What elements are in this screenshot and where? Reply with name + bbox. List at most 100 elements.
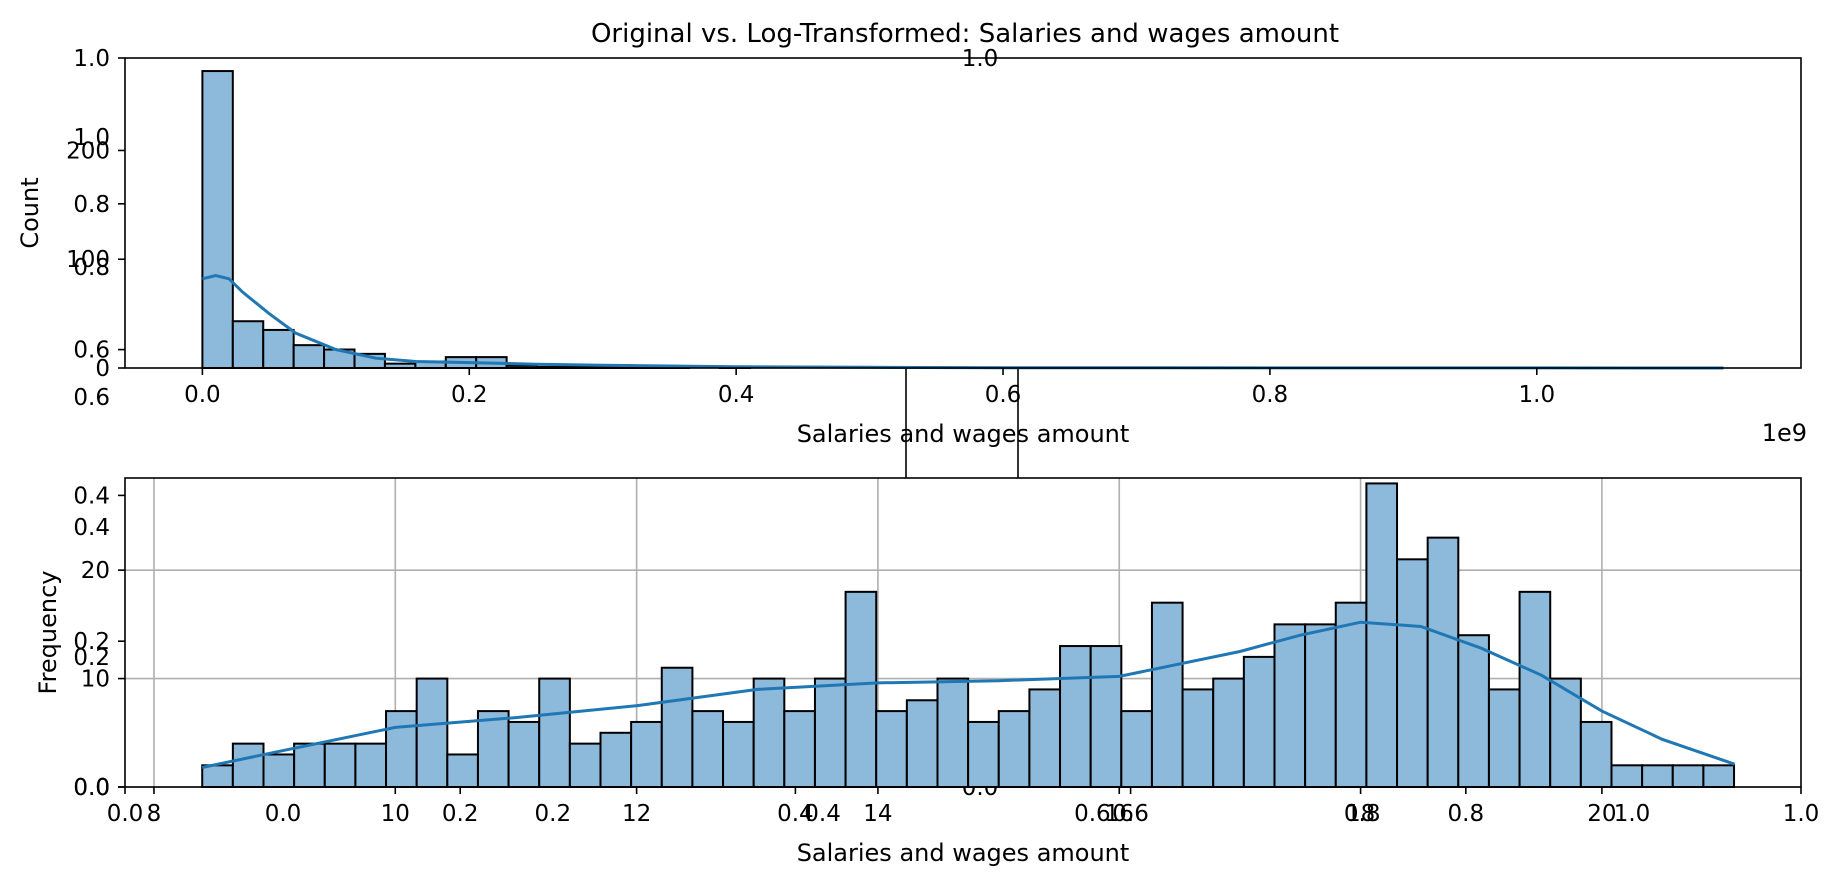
histogram-bar	[1518, 590, 1552, 788]
x-tick-label: 10	[381, 801, 410, 827]
overlay-top-center-label: 1.0	[962, 46, 999, 72]
histogram-bar	[1396, 558, 1429, 788]
overlay-middle-left-tick-label: 1.0	[73, 125, 110, 151]
histogram-bar	[1671, 764, 1705, 789]
x-tick-label: 0.8	[1252, 382, 1289, 408]
overlay-middle-left-tick-label: 0.0	[73, 775, 110, 801]
histogram-bar	[262, 753, 296, 789]
overlay-middle-bottom-tick-label: 1.0	[1614, 801, 1651, 827]
overlay-left-tick-label: 0.8	[73, 192, 110, 218]
histogram-bar	[385, 710, 418, 789]
histogram-bar	[1426, 536, 1460, 789]
overlay-middle-bottom-tick-label: 0.8	[1344, 801, 1381, 827]
overlay-left-tick-label: 1.0	[73, 46, 110, 72]
overlay-left-tick-label: 0.0	[73, 775, 110, 801]
histogram-bar	[1242, 655, 1276, 788]
log-histogram-panel: 8 10 12 14 16 18 20 0 10 20 Salaries and wages a…	[34, 477, 1802, 867]
histogram-bar	[568, 742, 602, 789]
histogram-bar	[936, 677, 970, 788]
histogram-bar	[1579, 720, 1613, 789]
overlay-middle-left-tick-label: 0.6	[73, 385, 110, 411]
histogram-bar	[783, 710, 816, 789]
x-tick-label: 8	[147, 801, 162, 827]
histogram-bar	[201, 70, 234, 369]
overlay-bottom-tick-label: 0.8	[1448, 801, 1485, 827]
log-y-ticks: 0 10 20	[81, 558, 125, 801]
x-tick-label: 12	[622, 801, 651, 827]
x-tick-label: 0.2	[451, 382, 488, 408]
overlay-middle-left-tick-label: 0.8	[73, 255, 110, 281]
original-axes-frame	[124, 57, 1802, 369]
histogram-bar	[1702, 764, 1736, 789]
original-y-ticks: 0 100 200	[66, 138, 125, 382]
histogram-bar	[1150, 601, 1184, 788]
overlay-bottom-tick-label: 0.2	[442, 801, 479, 827]
histogram-bar	[905, 699, 939, 789]
overlay-left-tick-label: 0.2	[73, 629, 110, 655]
overlay-middle-bottom-tick-labels: 0.0 0.2 0.4 0.6 0.8 1.0	[265, 801, 1651, 827]
overlay-bottom-tick-label: 0.4	[777, 801, 814, 827]
histogram-bar	[844, 590, 878, 788]
histogram-bar	[354, 742, 388, 789]
x-tick-label: 0.4	[718, 382, 755, 408]
histogram-bar	[1059, 645, 1092, 788]
histogram-bar	[293, 742, 326, 789]
overlay-middle-bottom-tick-label: 0.0	[265, 801, 302, 827]
overlay-bottom-tick-label: 0.6	[1112, 801, 1149, 827]
histogram-bar	[507, 720, 541, 789]
overlay-bottom-tick-label: 0.0	[107, 801, 144, 827]
y-tick-label: 0	[95, 356, 110, 382]
histogram-bar	[875, 710, 908, 789]
overlay-left-tick-label: 0.4	[73, 483, 110, 509]
histogram-bar	[476, 710, 510, 789]
overlay-middle-bottom-tick-label: 0.4	[804, 801, 841, 827]
original-y-axis-label: Count	[16, 177, 44, 248]
overlay-left-tick-label: 0.6	[73, 338, 110, 364]
histogram-bar	[1120, 710, 1153, 789]
y-tick-label: 200	[66, 138, 110, 164]
overlay-middle-left-tick-label: 0.4	[73, 515, 110, 541]
histogram-bar	[660, 666, 694, 788]
x-tick-label: 16	[1105, 801, 1134, 827]
histogram-bar	[292, 344, 326, 370]
histogram-bar	[1365, 482, 1399, 788]
y-tick-label: 0	[95, 775, 110, 801]
log-axes-frame	[124, 477, 1802, 788]
log-x-ticks: 8 10 12 14 16 18 20	[147, 787, 1617, 827]
histogram-bar	[813, 677, 847, 788]
histogram-bar	[1610, 764, 1644, 789]
histogram-bar	[538, 677, 571, 788]
log-histogram-bars	[201, 482, 1736, 789]
log-kde-line	[201, 620, 1736, 769]
y-tick-label: 20	[81, 558, 110, 584]
log-y-axis-label: Frequency	[34, 571, 62, 695]
histogram-bar	[1457, 634, 1490, 788]
histogram-bar	[599, 731, 633, 789]
original-x-offset-text: 1e9	[1762, 419, 1807, 447]
histogram-bar	[691, 710, 725, 789]
original-x-ticks: 0.0 0.2 0.4 0.6 0.8 1.0	[184, 368, 1555, 408]
histogram-bar	[231, 320, 265, 369]
histogram-bar	[752, 677, 786, 788]
histogram-bar	[1028, 688, 1062, 789]
x-tick-label: 0.0	[184, 382, 221, 408]
histogram-bar	[1487, 688, 1521, 789]
original-histogram-panel: 0.0 0.2 0.4 0.6 0.8 1.0 0 100 200 Salaries and …	[16, 57, 1807, 448]
overlay-middle-left-tick-labels: 0.0 0.2 0.4 0.6 0.8 1.0	[73, 125, 110, 801]
histogram-bar	[201, 764, 234, 789]
x-tick-label: 18	[1346, 801, 1375, 827]
overlay-middle-bottom-tick-label: 0.2	[535, 801, 572, 827]
histogram-bar	[1273, 623, 1307, 788]
overlay-middle-bottom-tick-label: 0.6	[1074, 801, 1111, 827]
overlay-left-tick-labels: 0.0 0.2 0.4 0.6 0.8 1.0	[73, 46, 125, 801]
overlay-bottom-tick-label: 1.0	[1783, 801, 1820, 827]
histogram-bar	[415, 677, 449, 788]
histogram-bar	[1212, 677, 1245, 788]
histogram-bar	[630, 720, 663, 789]
x-tick-label: 1.0	[1519, 382, 1556, 408]
y-tick-label: 10	[81, 667, 110, 693]
log-x-axis-label: Salaries and wages amount	[797, 839, 1130, 867]
histogram-bar	[1334, 601, 1368, 788]
overlay-middle-left-tick-label: 0.2	[73, 645, 110, 671]
